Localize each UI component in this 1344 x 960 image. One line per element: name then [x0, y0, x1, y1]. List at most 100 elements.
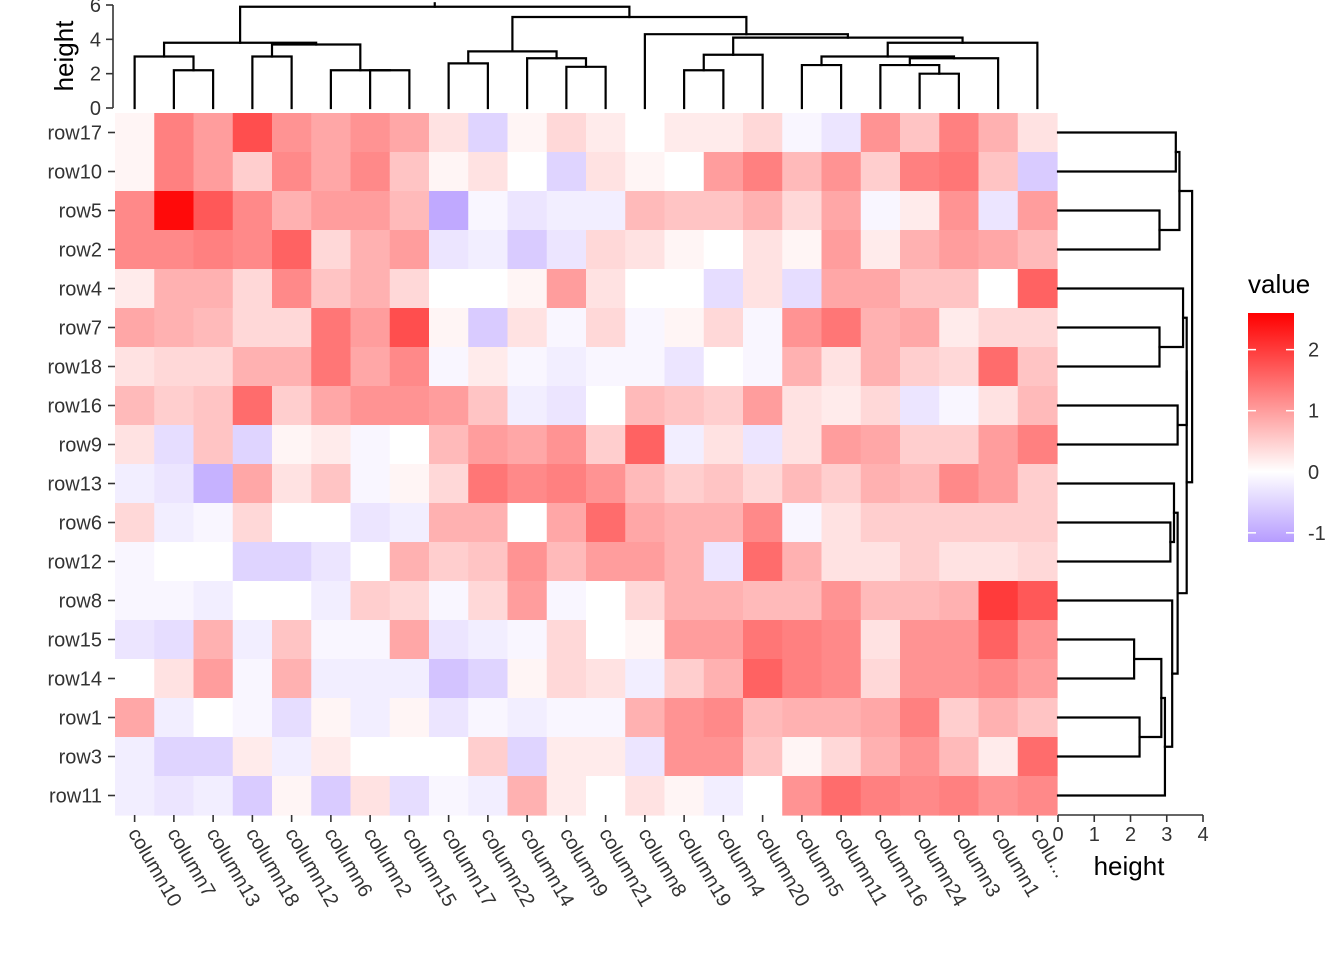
heatmap-cell — [507, 464, 548, 504]
heatmap-cell — [272, 308, 312, 348]
heatmap-cell — [507, 386, 548, 426]
heatmap-cell — [664, 386, 705, 426]
heatmap-cell — [703, 698, 744, 738]
heatmap-cell — [860, 464, 901, 504]
heatmap-cell — [978, 464, 1019, 504]
heatmap-cell — [389, 113, 430, 153]
legend-colorbar — [1248, 313, 1294, 542]
heatmap-cell — [546, 386, 587, 426]
dendrogram-link — [702, 53, 764, 110]
heatmap-cell — [782, 152, 823, 192]
heatmap-cell — [625, 698, 666, 738]
dendrogram-link — [1056, 482, 1176, 544]
heatmap-cell — [468, 464, 509, 504]
heatmap-cell — [232, 659, 273, 699]
heatmap-cell — [860, 191, 901, 231]
heatmap-cell — [193, 620, 234, 660]
heatmap-cell — [272, 152, 312, 192]
heatmap-cell — [272, 113, 312, 153]
heatmap-cell — [193, 464, 234, 504]
heatmap-cell — [429, 269, 469, 309]
heatmap-cell — [664, 698, 705, 738]
heatmap-cell — [232, 386, 273, 426]
heatmap-cell — [1017, 347, 1058, 387]
heatmap-cell — [429, 347, 469, 387]
dendrogram-link — [526, 57, 588, 110]
heatmap-cell — [586, 542, 626, 582]
heatmap-cell — [350, 425, 391, 465]
heatmap-cell — [1017, 737, 1058, 777]
dendrogram-tick-label: 0 — [1052, 824, 1063, 846]
heatmap-cell — [193, 698, 234, 738]
heatmap-cell — [546, 308, 587, 348]
dendrogram-link — [683, 69, 725, 110]
heatmap-cell — [664, 425, 705, 465]
heatmap-cell — [900, 698, 940, 738]
heatmap-cell — [664, 542, 705, 582]
heatmap-cell — [115, 386, 155, 426]
heatmap-cell — [429, 503, 469, 543]
color-legend: value -1 0 1 2 — [1248, 269, 1326, 545]
heatmap-cell — [900, 113, 940, 153]
row-label: row17 — [48, 123, 102, 145]
heatmap-cell — [350, 191, 391, 231]
heatmap-cell — [468, 113, 509, 153]
heatmap-cell — [978, 269, 1019, 309]
heatmap-cell — [350, 737, 391, 777]
heatmap-cell — [1017, 698, 1058, 738]
heatmap-cell — [900, 308, 940, 348]
heatmap-cell — [703, 776, 744, 816]
heatmap-cell — [389, 347, 430, 387]
heatmap-cell — [311, 152, 352, 192]
heatmap-cell — [389, 542, 430, 582]
heatmap-cell — [664, 620, 705, 660]
heatmap-cell — [272, 776, 312, 816]
heatmap-cell — [193, 581, 234, 621]
heatmap-cell — [115, 659, 155, 699]
heatmap-cell — [1017, 620, 1058, 660]
heatmap-cell — [782, 503, 823, 543]
heatmap-cell — [860, 581, 901, 621]
heatmap-cell — [311, 737, 352, 777]
heatmap-cell — [821, 191, 862, 231]
heatmap-cell — [468, 542, 509, 582]
dendrogram-link — [1056, 404, 1179, 446]
heatmap-cell — [1017, 230, 1058, 270]
heatmap-cell — [272, 581, 312, 621]
heatmap-cell — [389, 737, 430, 777]
heatmap-cell — [546, 776, 587, 816]
heatmap-cell — [507, 113, 548, 153]
heatmap-cell — [664, 191, 705, 231]
heatmap-cell — [625, 581, 666, 621]
heatmap-cell — [939, 230, 980, 270]
heatmap-cell — [664, 269, 705, 309]
heatmap-cell — [900, 776, 940, 816]
heatmap-cell — [193, 542, 234, 582]
heatmap-cell — [154, 659, 195, 699]
heatmap-cell — [115, 308, 155, 348]
heatmap-cell — [821, 464, 862, 504]
heatmap-cell — [821, 269, 862, 309]
column-dendrogram-axis-title: height — [49, 20, 79, 92]
heatmap-cell — [468, 308, 509, 348]
heatmap-cell — [821, 152, 862, 192]
heatmap-cell — [1017, 464, 1058, 504]
dendrogram-tick-label: 3 — [1161, 824, 1172, 846]
row-dendrogram-axis: 0 1 2 3 4 height — [1052, 814, 1209, 881]
heatmap-cell — [782, 230, 823, 270]
heatmap-cell — [507, 698, 548, 738]
heatmap-cell — [860, 269, 901, 309]
dendrogram-tick-label: 1 — [1089, 824, 1100, 846]
heatmap-cell — [625, 152, 666, 192]
heatmap-cell — [232, 347, 273, 387]
heatmap-cell — [350, 308, 391, 348]
heatmap-cell — [272, 269, 312, 309]
heatmap-cell — [350, 386, 391, 426]
heatmap-cell — [900, 464, 940, 504]
heatmap-cell — [468, 659, 509, 699]
heatmap-cell — [900, 581, 940, 621]
heatmap-cell — [664, 737, 705, 777]
heatmap-cell — [939, 659, 980, 699]
heatmap-cell — [154, 698, 195, 738]
heatmap-cell — [507, 581, 548, 621]
